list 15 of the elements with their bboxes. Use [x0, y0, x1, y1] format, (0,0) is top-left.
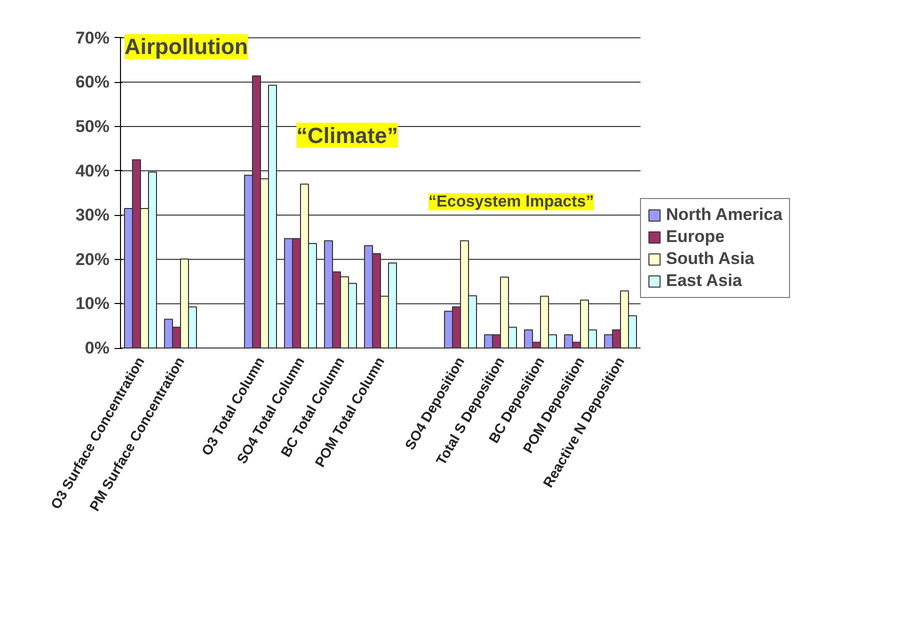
- y-tick-label: 30%: [75, 206, 110, 225]
- y-tick-label: 40%: [75, 161, 110, 180]
- legend-label: Europe: [666, 227, 725, 247]
- annotation: Airpollution: [124, 34, 248, 60]
- y-tick-label: 70%: [75, 28, 110, 48]
- y-tick-label: 20%: [75, 250, 110, 269]
- legend-label: South Asia: [666, 249, 754, 269]
- y-tick-label: 0%: [84, 338, 110, 358]
- y-tick-label: 50%: [75, 116, 110, 136]
- legend-label: East Asia: [666, 271, 742, 291]
- y-tick-label: 10%: [75, 294, 110, 314]
- annotation: “Ecosystem Impacts”: [428, 193, 594, 210]
- y-tick-label: 60%: [75, 72, 110, 92]
- annotation: “Climate”: [296, 122, 398, 148]
- legend-label: North America: [666, 205, 783, 225]
